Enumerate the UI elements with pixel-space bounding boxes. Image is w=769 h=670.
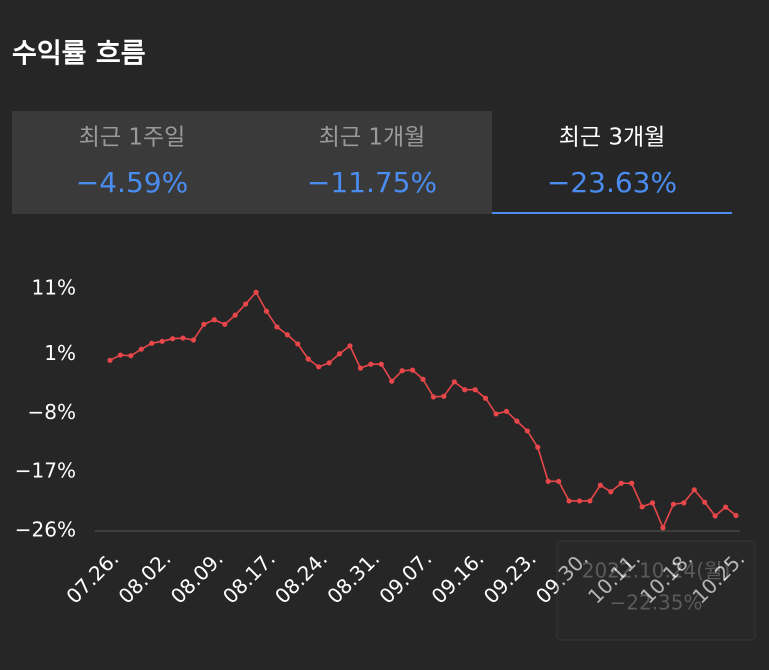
point — [399, 368, 405, 374]
point — [389, 378, 395, 384]
point — [117, 352, 124, 358]
point — [316, 364, 322, 370]
tooltip: 2022.10.24(월) −22.35% — [556, 540, 756, 641]
line — [109, 290, 737, 530]
point — [326, 360, 332, 366]
point — [107, 357, 113, 363]
x-tick-label: 09.16. — [427, 546, 489, 608]
x-tick-label: 08.09. — [166, 546, 228, 608]
point — [566, 498, 572, 504]
point — [483, 395, 489, 401]
point — [190, 337, 197, 343]
tab-label[interactable]: 최근 1주일 — [79, 125, 186, 151]
y-tick-label: 1% — [44, 341, 76, 365]
tab-value[interactable]: −11.75% — [307, 166, 437, 199]
point — [691, 487, 697, 493]
y-tick-label: −26% — [15, 518, 76, 542]
point — [503, 408, 510, 414]
point — [336, 351, 343, 357]
point — [618, 480, 624, 486]
point — [702, 499, 708, 505]
point — [712, 513, 718, 519]
point — [128, 353, 134, 359]
tab-selected[interactable]: 최근 3개월 −23.63% — [492, 125, 732, 214]
tab[interactable]: 최근 1개월 −11.75% — [307, 125, 437, 200]
section-title: 수익률 흐름 — [12, 39, 146, 70]
tab[interactable]: 최근 1주일 −4.59% — [76, 125, 188, 200]
point — [149, 340, 155, 346]
x-tick-label: 08.02. — [114, 546, 176, 608]
point — [660, 525, 666, 531]
point — [243, 301, 249, 307]
tooltip-value: −22.35% — [609, 591, 702, 615]
point — [681, 500, 687, 506]
y-tick-label: −8% — [28, 400, 77, 424]
point — [347, 343, 353, 349]
tab-label[interactable]: 최근 1개월 — [319, 125, 426, 151]
point — [368, 361, 374, 367]
x-tick-label: 08.24. — [270, 546, 332, 608]
point — [284, 332, 290, 338]
tab-value[interactable]: −23.63% — [547, 166, 677, 199]
point — [201, 321, 207, 327]
point — [514, 418, 520, 424]
point — [576, 498, 583, 504]
tooltip-box — [556, 540, 756, 641]
point — [629, 480, 635, 486]
point — [493, 411, 499, 417]
y-tick-label: −17% — [15, 459, 76, 483]
point — [274, 324, 280, 330]
tab-value[interactable]: −4.59% — [76, 166, 188, 199]
point — [305, 356, 311, 362]
point — [263, 308, 270, 314]
point — [180, 335, 186, 341]
point — [722, 504, 729, 510]
point — [253, 289, 259, 295]
point — [159, 338, 165, 344]
point — [378, 361, 384, 367]
point — [462, 387, 468, 393]
x-tick-label: 08.17. — [218, 546, 280, 608]
point — [524, 428, 530, 434]
tab-bar-bg — [12, 111, 492, 214]
point — [545, 478, 551, 484]
point — [472, 387, 478, 393]
tab-label[interactable]: 최근 3개월 — [559, 125, 666, 151]
x-tick-label: 08.31. — [322, 546, 384, 608]
x-tick-label: 09.07. — [374, 546, 436, 608]
point — [587, 498, 593, 504]
point — [535, 444, 541, 450]
plot: 11% 1% −8% −17% −26% — [15, 276, 739, 542]
point — [232, 312, 238, 318]
point — [451, 379, 457, 385]
point — [597, 482, 603, 488]
point — [357, 365, 363, 371]
point — [670, 501, 677, 507]
point — [409, 367, 416, 373]
tooltip-date: 2022.10.24(월) — [582, 559, 731, 583]
point — [441, 393, 447, 399]
point — [138, 346, 144, 352]
point — [170, 336, 176, 342]
point — [430, 394, 437, 400]
point — [639, 504, 645, 510]
point — [222, 321, 228, 327]
x-tick-label: 09.23. — [479, 546, 541, 608]
point — [608, 489, 614, 495]
y-tick-label: 11% — [32, 276, 76, 300]
point — [211, 317, 217, 323]
point — [295, 341, 301, 347]
x-tick-label: 07.26. — [61, 546, 123, 608]
point — [649, 500, 656, 506]
point — [733, 512, 739, 519]
point — [420, 376, 426, 382]
point — [556, 478, 562, 484]
